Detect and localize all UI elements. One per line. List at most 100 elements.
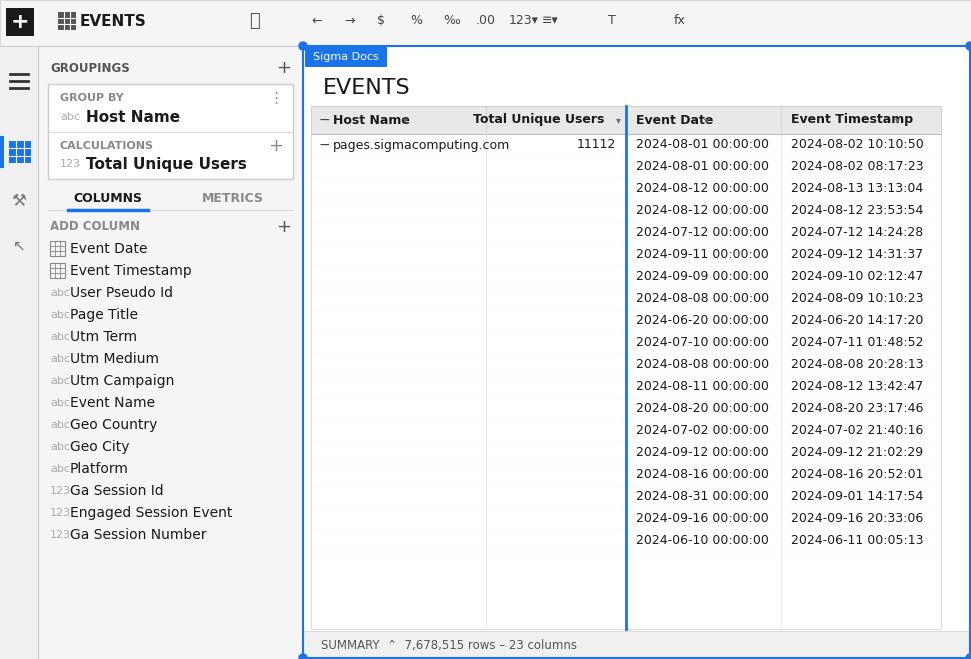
Bar [311,106,941,134]
Text: User Pseudo Id: User Pseudo Id [70,286,173,300]
Bar [311,178,941,200]
Text: 2024-08-12 00:00:00: 2024-08-12 00:00:00 [636,204,769,217]
Text: Total Unique Users: Total Unique Users [473,113,604,127]
Text: $: $ [377,14,385,28]
Text: 2024-09-09 00:00:00: 2024-09-09 00:00:00 [636,270,769,283]
Text: 123: 123 [50,486,71,496]
Text: abc: abc [50,420,70,430]
Text: 2024-08-16 00:00:00: 2024-08-16 00:00:00 [636,469,769,482]
Text: 2024-08-02 10:10:50: 2024-08-02 10:10:50 [791,138,923,152]
Bar [50,263,65,278]
Text: GROUPINGS: GROUPINGS [50,61,130,74]
Text: 2024-08-11 00:00:00: 2024-08-11 00:00:00 [636,380,769,393]
Text: +: + [276,59,291,77]
Text: 2024-09-12 21:02:29: 2024-09-12 21:02:29 [791,447,923,459]
Bar [311,288,941,310]
Text: 2024-06-11 00:05:13: 2024-06-11 00:05:13 [791,534,923,548]
Text: 2024-06-20 14:17:20: 2024-06-20 14:17:20 [791,314,923,328]
Text: Event Timestamp: Event Timestamp [791,113,913,127]
Text: 2024-08-08 00:00:00: 2024-08-08 00:00:00 [636,358,769,372]
Bar [311,376,941,398]
Bar [303,46,970,658]
Text: 2024-08-12 13:42:47: 2024-08-12 13:42:47 [791,380,923,393]
Text: 2024-09-12 00:00:00: 2024-09-12 00:00:00 [636,447,769,459]
Text: 2024-09-01 14:17:54: 2024-09-01 14:17:54 [791,490,923,503]
Text: →: → [344,14,354,28]
Text: 2024-07-02 21:40:16: 2024-07-02 21:40:16 [791,424,923,438]
Bar [311,244,941,266]
Text: abc: abc [50,288,70,298]
Text: 2024-08-12 23:53:54: 2024-08-12 23:53:54 [791,204,923,217]
Bar [0,46,38,659]
Text: −: − [319,138,330,152]
Bar [48,84,293,179]
Bar [303,631,971,659]
Text: COLUMNS: COLUMNS [74,192,143,206]
Text: Platform: Platform [70,462,129,476]
Bar [311,310,941,332]
Text: Utm Term: Utm Term [70,330,137,344]
Text: ▾: ▾ [616,115,620,125]
Text: 2024-08-09 10:10:23: 2024-08-09 10:10:23 [791,293,923,306]
Text: abc: abc [50,464,70,474]
Bar [311,200,941,222]
Bar [311,530,941,552]
Text: Page Title: Page Title [70,308,138,322]
Bar [311,156,941,178]
Text: Engaged Session Event: Engaged Session Event [70,506,232,520]
Text: ⋮: ⋮ [268,90,283,105]
Text: 2024-07-12 14:24:28: 2024-07-12 14:24:28 [791,227,923,239]
Bar [50,241,65,256]
Text: Host Name: Host Name [86,109,181,125]
Text: ▾: ▾ [895,115,900,125]
Bar [311,486,941,508]
Text: ▾: ▾ [403,115,408,125]
Text: ←: ← [311,14,321,28]
Text: METRICS: METRICS [202,192,264,206]
Text: abc: abc [50,398,70,408]
Text: 2024-09-16 20:33:06: 2024-09-16 20:33:06 [791,513,923,525]
Text: GROUP BY: GROUP BY [60,93,123,103]
Text: +: + [276,218,291,236]
Text: Total Unique Users: Total Unique Users [86,156,247,171]
Text: Ga Session Id: Ga Session Id [70,484,164,498]
Text: %: % [410,14,422,28]
Bar [311,508,941,530]
Text: ‰: ‰ [443,14,459,28]
Bar [0,0,971,46]
Text: EVENTS: EVENTS [80,13,147,28]
Bar [311,464,941,486]
Text: 123: 123 [50,530,71,540]
Bar [0,136,4,168]
Text: 2024-08-20 23:17:46: 2024-08-20 23:17:46 [791,403,923,416]
Text: pages.sigmacomputing.com: pages.sigmacomputing.com [333,138,510,152]
Text: T: T [608,14,616,28]
Text: Utm Medium: Utm Medium [70,352,159,366]
Text: abc: abc [50,310,70,320]
Text: 2024-08-08 00:00:00: 2024-08-08 00:00:00 [636,293,769,306]
Text: Geo City: Geo City [70,440,129,454]
Bar [311,106,941,629]
Bar [38,46,303,659]
Text: 2024-08-02 08:17:23: 2024-08-02 08:17:23 [791,161,923,173]
Bar [311,398,941,420]
Text: 123: 123 [50,508,71,518]
Text: 2024-09-10 02:12:47: 2024-09-10 02:12:47 [791,270,923,283]
Text: 2024-08-16 20:52:01: 2024-08-16 20:52:01 [791,469,923,482]
Bar [311,420,941,442]
Text: ▾: ▾ [704,115,709,125]
Text: abc: abc [50,442,70,452]
Text: 2024-08-13 13:13:04: 2024-08-13 13:13:04 [791,183,923,196]
Text: abc: abc [50,376,70,386]
Text: +: + [11,12,29,32]
Text: 123: 123 [60,159,82,169]
Text: 2024-09-12 14:31:37: 2024-09-12 14:31:37 [791,248,923,262]
Text: 2024-07-10 00:00:00: 2024-07-10 00:00:00 [636,337,769,349]
Text: abc: abc [50,354,70,364]
Text: Event Date: Event Date [636,113,714,127]
Bar [311,354,941,376]
Bar [58,12,76,30]
Bar [6,8,34,36]
Bar [311,266,941,288]
Text: CALCULATIONS: CALCULATIONS [60,141,154,151]
